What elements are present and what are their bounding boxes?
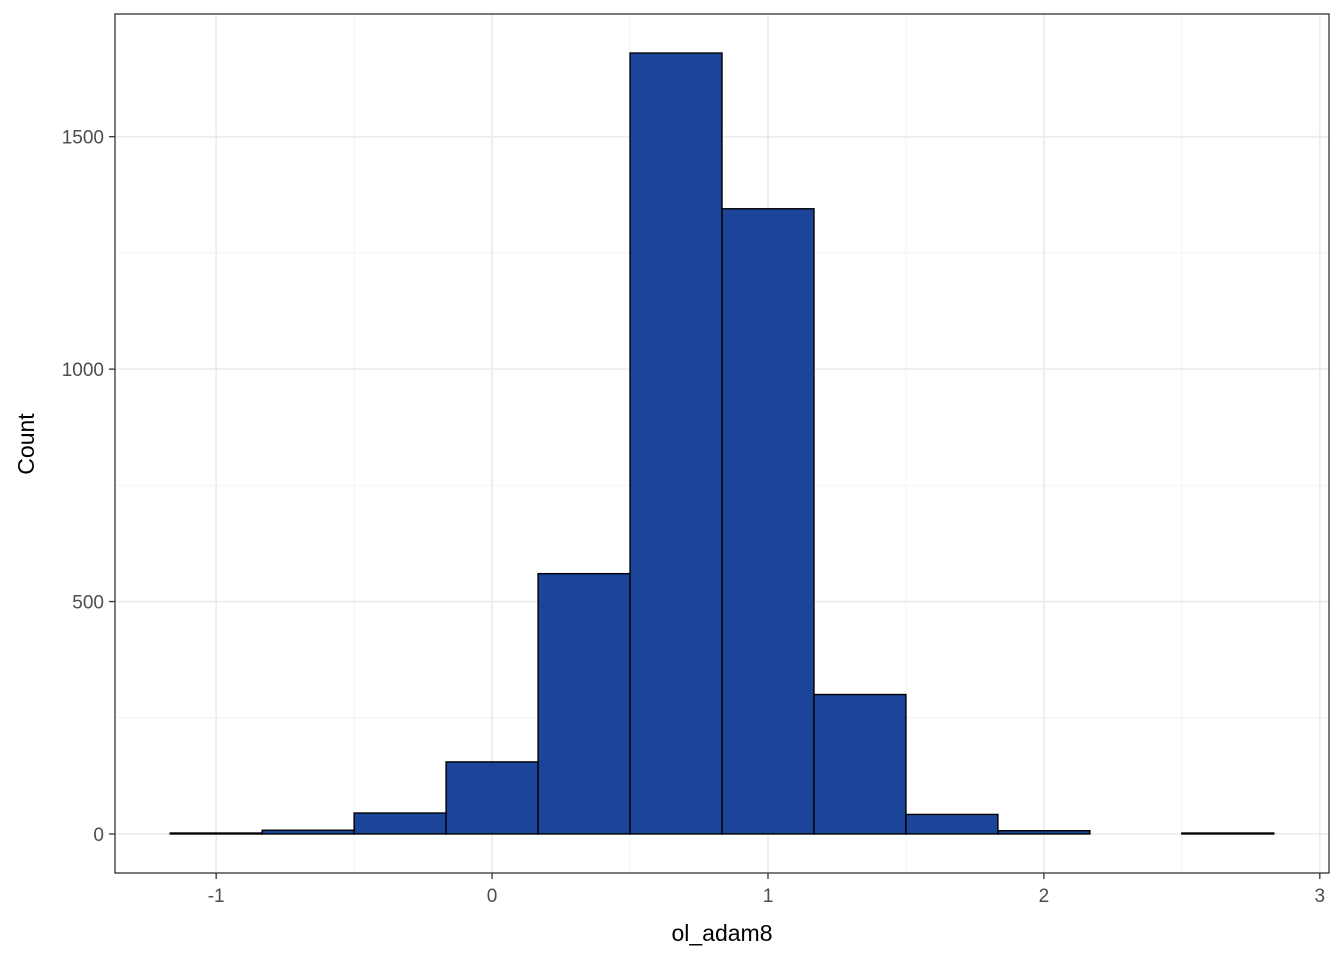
- histogram-bar: [353, 812, 447, 835]
- histogram-bar: [445, 761, 539, 835]
- histogram-bar: [905, 813, 999, 835]
- panel-border: [114, 13, 1330, 874]
- y-tick-label: 500: [72, 593, 104, 614]
- y-tick-label: 1000: [62, 360, 104, 381]
- histogram-bar: [1181, 832, 1275, 835]
- x-tick-label: 3: [1315, 886, 1326, 907]
- y-tick-label: 1500: [62, 128, 104, 149]
- histogram-bar: [537, 572, 631, 835]
- histogram-bar: [261, 829, 355, 835]
- histogram-bar: [169, 832, 263, 835]
- y-axis-title: Count: [13, 413, 39, 475]
- y-axis: 0 500 1000 1500: [62, 128, 115, 846]
- x-tick-label: 0: [487, 886, 498, 907]
- histogram-bars: [169, 52, 1275, 835]
- histogram-bar: [629, 52, 723, 835]
- x-axis: -1 0 1 2 3: [208, 873, 1325, 907]
- x-axis-title: ol_adam8: [671, 920, 772, 946]
- x-tick-label: -1: [208, 886, 225, 907]
- y-tick-label: 0: [93, 825, 104, 846]
- histogram-bar: [721, 208, 815, 835]
- x-tick-label: 2: [1039, 886, 1050, 907]
- histogram-bar: [813, 693, 907, 835]
- histogram-bar: [997, 830, 1091, 835]
- x-tick-label: 1: [763, 886, 774, 907]
